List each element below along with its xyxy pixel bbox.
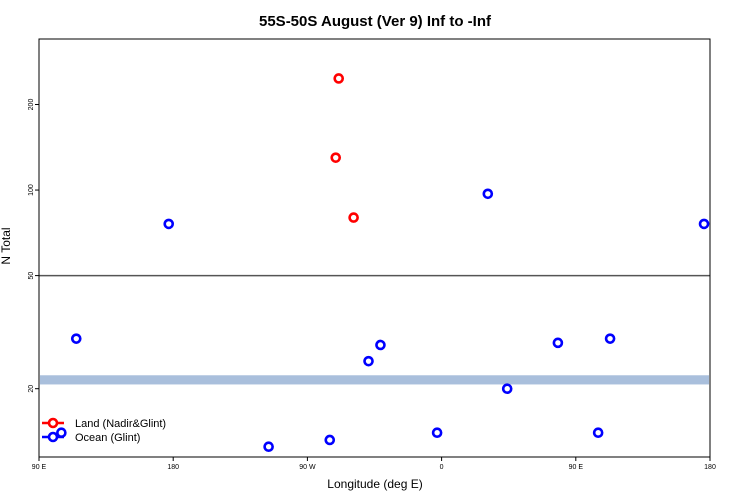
legend-marker [47,431,59,443]
land-point [348,212,359,223]
x-tick-label: 0 [440,464,444,471]
x-tick-label: 180 [167,464,179,471]
x-tick-label: 90 E [32,464,47,471]
plot-frame [38,38,711,458]
ocean-point [70,333,82,344]
ocean-point [552,337,564,349]
ocean-point [324,434,336,446]
y-tick-label: 50 [28,272,35,280]
x-tick-label: 180 [704,464,716,471]
legend-label: Land (Nadir&Glint) [75,418,166,430]
y-tick-label: 20 [28,385,35,393]
y-axis-label: N Total [0,227,13,264]
ocean-point [263,441,274,453]
y-tick-label: 100 [28,184,35,196]
legend-label: Ocean (Glint) [75,432,140,444]
y-tick-label: 200 [28,99,35,111]
x-tick-label: 90 E [569,464,584,471]
ocean-point [375,339,386,351]
land-point [333,73,345,84]
ocean-point [431,427,443,439]
ocean-point [56,427,67,439]
legend: Land (Nadir&Glint) Ocean (Glint) [42,417,166,444]
ocean-point [592,427,604,439]
ocean-point [604,333,616,344]
plot-area: 90 E 180 90 W 0 90 E 180 20 50 100 200 [28,38,716,471]
shaded-band [40,375,709,385]
ocean-point [482,188,494,200]
x-axis-label: Longitude (deg E) [327,477,422,491]
ocean-point [501,383,513,394]
chart-title: 55S-50S August (Ver 9) Inf to -Inf [259,13,492,30]
land-point [330,152,342,163]
ocean-point [363,355,374,367]
ocean-point [698,218,710,230]
legend-marker [47,417,59,429]
ocean-point [163,218,175,230]
x-tick-label: 90 W [299,464,316,471]
